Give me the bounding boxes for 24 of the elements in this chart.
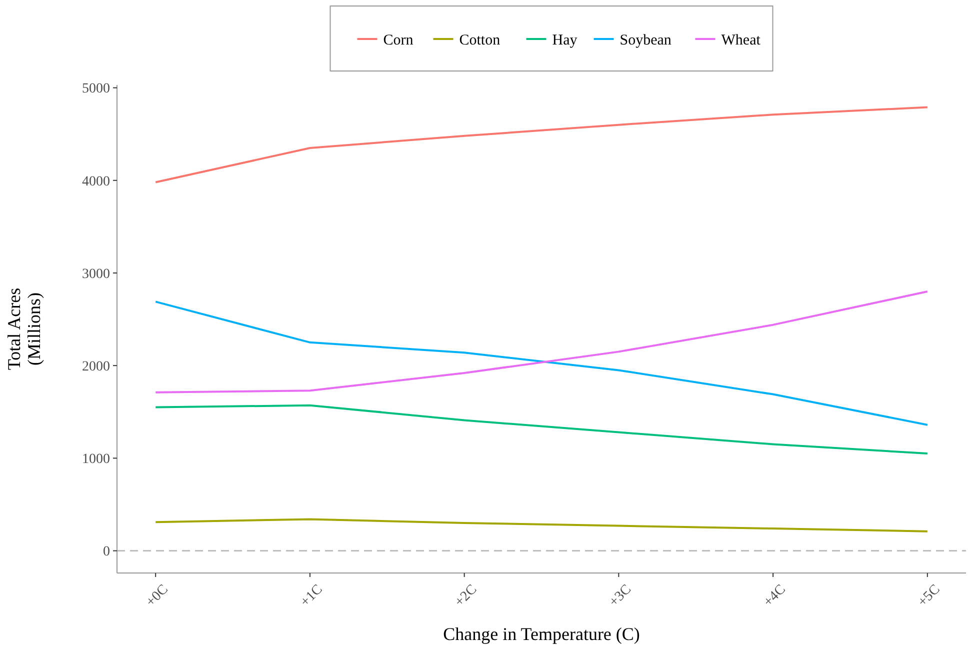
line-series bbox=[154, 106, 928, 184]
x-tick-label: +3C bbox=[606, 582, 634, 610]
legend-label: Soybean bbox=[620, 32, 672, 48]
x-tick-label: +2C bbox=[452, 582, 480, 610]
legend-label: Hay bbox=[552, 32, 578, 48]
y-tick-label: 4000 bbox=[82, 174, 110, 190]
y-axis-title: Total Acres (Millions) bbox=[4, 288, 44, 370]
y-tick-label: 3000 bbox=[82, 266, 110, 282]
line-series bbox=[154, 300, 928, 426]
line-series bbox=[154, 290, 928, 394]
x-tick-label: +4C bbox=[761, 582, 789, 610]
y-tick-label: 5000 bbox=[82, 82, 110, 97]
line-series bbox=[154, 404, 928, 455]
legend-label: Wheat bbox=[721, 32, 762, 48]
legend-label: Corn bbox=[383, 32, 414, 48]
x-tick-label: +5C bbox=[915, 582, 944, 610]
y-tick-label: 1000 bbox=[82, 452, 110, 468]
y-tick-label: 0 bbox=[103, 544, 110, 560]
x-axis-title: Change in Temperature (C) bbox=[443, 624, 640, 644]
y-tick-label: 2000 bbox=[82, 359, 110, 374]
x-tick-label: +0C bbox=[144, 582, 172, 610]
x-tick-label: +1C bbox=[298, 582, 326, 610]
legend-label: Cotton bbox=[459, 32, 501, 48]
line-series bbox=[154, 518, 928, 532]
